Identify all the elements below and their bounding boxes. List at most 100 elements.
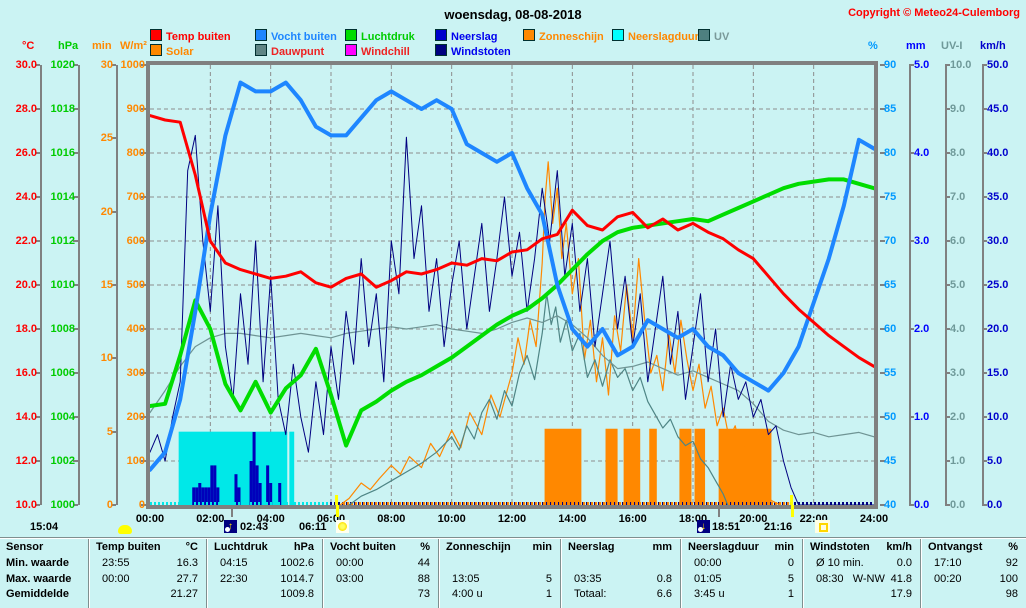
table-cell-value: 0.0: [896, 557, 912, 569]
table-header-unit: mm: [652, 541, 672, 553]
moonrise-marker: [230, 505, 233, 517]
copyright: Copyright © Meteo24-Culemborg: [848, 7, 1020, 19]
legend-label: Windstoten: [451, 46, 511, 58]
axis-tick: [880, 196, 885, 198]
axis-value: 12.0: [15, 455, 37, 467]
axis-tick: [880, 372, 885, 374]
axis-value: 20.0: [15, 279, 37, 291]
table-header-unit: %: [1008, 541, 1018, 553]
moonrise-icon: ↑: [224, 520, 237, 533]
axis-tick: [73, 372, 78, 374]
table-cell-time: 08:30 W-NW: [816, 572, 885, 585]
table-cell-time: 3:45 u: [694, 588, 725, 600]
axis-tick: [73, 196, 78, 198]
table-cell-value: 17.9: [890, 588, 912, 600]
axis-tick: [141, 328, 146, 330]
legend-swatch: [435, 29, 447, 41]
axis-value: 3.0: [950, 367, 966, 379]
axis-tick: [945, 196, 950, 198]
axis-value: 45: [884, 455, 897, 467]
axis-line-5: [909, 65, 911, 505]
axis-tick: [982, 108, 987, 110]
neerslag-bar: [249, 461, 253, 505]
axis-value: 90: [884, 59, 897, 71]
axis-value: 10.0: [15, 499, 37, 511]
axis-value: 1014: [50, 191, 75, 203]
table-cell-time: 17:10: [934, 557, 962, 569]
page-title: woensdag, 08-08-2018: [444, 7, 582, 22]
legend-swatch: [345, 44, 357, 56]
table-cell-time: 00:20: [934, 572, 962, 585]
neerslagduur-bar: [289, 431, 295, 505]
table-separator: [206, 539, 208, 608]
table-cell-value: 6.6: [656, 588, 672, 600]
neerslag-bar: [195, 487, 199, 505]
axis-unit-2: min: [92, 40, 112, 52]
axis-tick: [35, 108, 40, 110]
series-windstoten: [149, 134, 875, 506]
table-cell-value: 21.27: [170, 588, 198, 600]
legend-label: Temp buiten: [166, 31, 231, 43]
axis-value: 1.0: [914, 411, 930, 423]
axis-tick: [909, 328, 914, 330]
axis-value: 16.0: [15, 367, 37, 379]
zonneschijn-bar: [649, 428, 657, 505]
axis-value: 5.0: [914, 59, 930, 71]
axis-value: 9.0: [950, 103, 966, 115]
zonneschijn-bar: [623, 428, 641, 505]
axis-value: 1008: [50, 323, 75, 335]
legend-swatch: [150, 29, 162, 41]
axis-value: 1000: [50, 499, 75, 511]
axis-value: 4.0: [950, 323, 966, 335]
axis-tick: [35, 64, 40, 66]
neerslag-bar: [198, 483, 202, 505]
axis-tick: [945, 504, 950, 506]
table-cell-value: 5: [545, 572, 552, 585]
table-header-unit: min: [532, 541, 552, 553]
axis-tick: [880, 284, 885, 286]
axis-value: 45.0: [987, 103, 1009, 115]
legend-swatch: [345, 29, 357, 41]
axis-tick: [945, 108, 950, 110]
axis-value: 70: [884, 235, 897, 247]
sunset-marker: [790, 505, 794, 517]
axis-value: 28.0: [15, 103, 37, 115]
axis-tick: [141, 108, 146, 110]
axis-value: 40.0: [987, 147, 1009, 159]
axis-value: 5: [106, 425, 113, 438]
axis-value: 85: [884, 103, 897, 115]
table-cell-value: 92: [1005, 557, 1018, 569]
sunset-sun-icon: [815, 520, 830, 533]
legend-swatch: [255, 29, 267, 41]
axis-value: 700: [126, 191, 145, 203]
table-cell-value: 1: [787, 588, 794, 600]
x-axis-label: 24:00: [859, 513, 889, 525]
axis-tick: [909, 504, 914, 506]
axis-value: 10.0: [987, 411, 1009, 423]
axis-value: 18.0: [15, 323, 37, 335]
series-temp-buiten: [148, 114, 876, 368]
table-separator: [680, 539, 682, 608]
moonrise-time: 02:43: [240, 521, 269, 533]
table-cell-time: 4:00 u: [452, 588, 483, 600]
neerslag-bar: [201, 487, 205, 505]
table-header-zonneschijn: Zonneschijn: [446, 541, 511, 553]
axis-value: 25.0: [987, 279, 1009, 291]
table-cell-time: 13:05: [452, 572, 480, 585]
table-cell-value: 1: [545, 588, 552, 600]
moon-icon: [118, 525, 132, 534]
axis-tick: [909, 240, 914, 242]
legend-item-solar: Solar: [150, 44, 194, 58]
axis-value: 0.0: [950, 499, 966, 511]
table-cell-time: Ø 10 min.: [816, 557, 864, 569]
table-cell-time: 00:00: [694, 557, 722, 569]
table-cell-time: 23:55: [102, 557, 130, 569]
legend-item-zonneschijn: Zonneschijn: [523, 29, 604, 43]
axis-value: 22.0: [15, 235, 37, 247]
axis-value: 50: [884, 411, 897, 423]
axis-tick: [111, 137, 116, 140]
legend-swatch: [435, 44, 447, 56]
table-separator: [88, 539, 90, 608]
axis-tick: [945, 416, 950, 418]
axis-tick: [141, 196, 146, 198]
